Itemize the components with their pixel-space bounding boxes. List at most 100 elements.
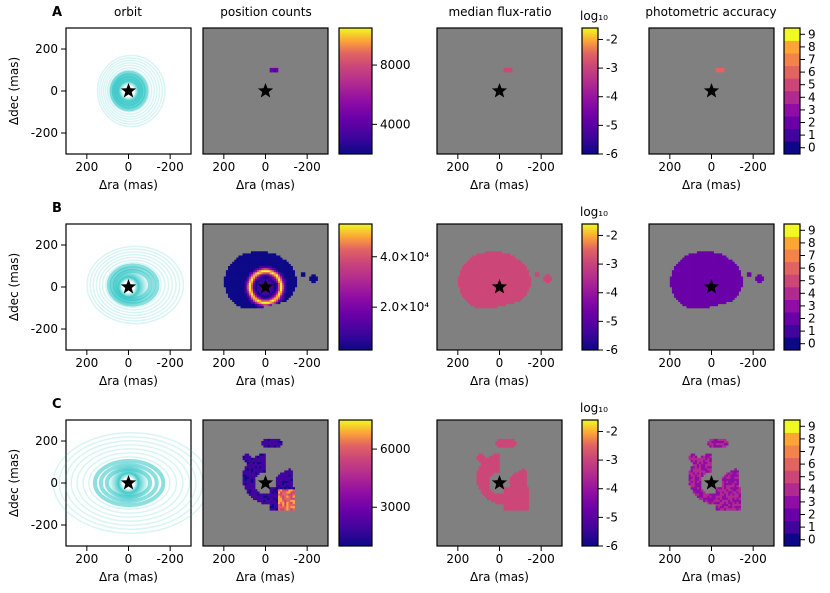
map-cell <box>732 477 734 479</box>
map-cell <box>525 498 527 500</box>
map-cell <box>291 504 293 506</box>
map-cell <box>680 264 682 266</box>
map-cell <box>516 285 518 287</box>
map-cell <box>475 300 477 302</box>
map-cell <box>684 260 686 262</box>
map-cell <box>703 304 705 306</box>
map-cell <box>270 272 272 274</box>
map-cell <box>274 274 276 276</box>
map-cell <box>703 253 705 255</box>
map-cell <box>245 298 247 300</box>
map-cell <box>253 473 255 475</box>
map-cell <box>691 306 693 308</box>
map-cell <box>726 487 728 489</box>
map-cell <box>693 279 695 281</box>
map-cell <box>245 279 247 281</box>
map-cell <box>724 477 726 479</box>
x-tick-label: 200 <box>446 552 469 566</box>
map-cell <box>734 494 736 496</box>
map-cell <box>483 289 485 291</box>
map-cell <box>472 302 474 304</box>
map-cell <box>514 260 516 262</box>
map-cell <box>527 287 529 289</box>
map-cell <box>487 494 489 496</box>
map-cell <box>278 504 280 506</box>
map-cell <box>483 253 485 255</box>
map-cell <box>247 279 249 281</box>
map-cell <box>495 454 497 456</box>
map-cell <box>514 281 516 283</box>
map-cell <box>737 473 739 475</box>
map-cell <box>255 464 257 466</box>
map-cell <box>687 262 689 264</box>
map-cell <box>497 266 499 268</box>
map-cell <box>510 487 512 489</box>
map-cell <box>693 264 695 266</box>
map-cell <box>726 270 728 272</box>
map-cell <box>247 477 249 479</box>
map-cell <box>701 291 703 293</box>
map-cell <box>718 494 720 496</box>
map-cell <box>684 270 686 272</box>
map-cell <box>491 494 493 496</box>
map-cell <box>728 295 730 297</box>
map-cell <box>470 298 472 300</box>
map-cell <box>535 272 537 274</box>
map-cell <box>489 494 491 496</box>
map-cell <box>263 443 265 445</box>
map-cell <box>724 291 726 293</box>
map-cell <box>495 302 497 304</box>
map-cell <box>522 293 524 295</box>
map-cell <box>522 500 524 502</box>
map-cell <box>284 270 286 272</box>
map-cell <box>468 264 470 266</box>
map-cell <box>288 506 290 508</box>
map-cell <box>251 283 253 285</box>
map-cell <box>466 291 468 293</box>
map-cell <box>284 285 286 287</box>
map-cell <box>689 475 691 477</box>
map-cell <box>737 272 739 274</box>
map-cell <box>670 279 672 281</box>
map-cell <box>288 270 290 272</box>
map-cell <box>514 274 516 276</box>
map-cell <box>712 256 714 258</box>
map-cell <box>691 479 693 481</box>
map-cell <box>716 274 718 276</box>
map-cell <box>282 485 284 487</box>
map-cell <box>508 266 510 268</box>
map-cell <box>670 285 672 287</box>
map-cell <box>674 279 676 281</box>
colorbar-segment <box>784 458 800 471</box>
map-cell <box>261 470 263 472</box>
map-cell <box>691 262 693 264</box>
map-cell <box>739 506 741 508</box>
map-cell <box>247 491 249 493</box>
y-tick-label: -200 <box>31 126 58 140</box>
map-cell <box>491 458 493 460</box>
map-cell <box>470 258 472 260</box>
map-cell <box>228 291 230 293</box>
map-cell <box>512 479 514 481</box>
map-cell <box>502 441 504 443</box>
map-cell <box>263 260 265 262</box>
map-cell <box>468 295 470 297</box>
map-cell <box>502 443 504 445</box>
map-cell <box>259 262 261 264</box>
map-cell <box>475 302 477 304</box>
colorbar-segment <box>784 249 800 262</box>
accuracy-colorbar: 9876543210 <box>784 27 816 154</box>
map-cell <box>261 462 263 464</box>
flux-panel: 200 0 -200Δra (mas) <box>437 224 562 388</box>
map-cell <box>718 504 720 506</box>
map-cell <box>253 464 255 466</box>
map-cell <box>261 498 263 500</box>
map-cell <box>674 293 676 295</box>
map-cell <box>724 439 726 441</box>
map-cell <box>249 289 251 291</box>
map-cell <box>737 479 739 481</box>
map-cell <box>506 270 508 272</box>
map-cell <box>481 291 483 293</box>
map-cell <box>272 256 274 258</box>
map-cell <box>286 268 288 270</box>
